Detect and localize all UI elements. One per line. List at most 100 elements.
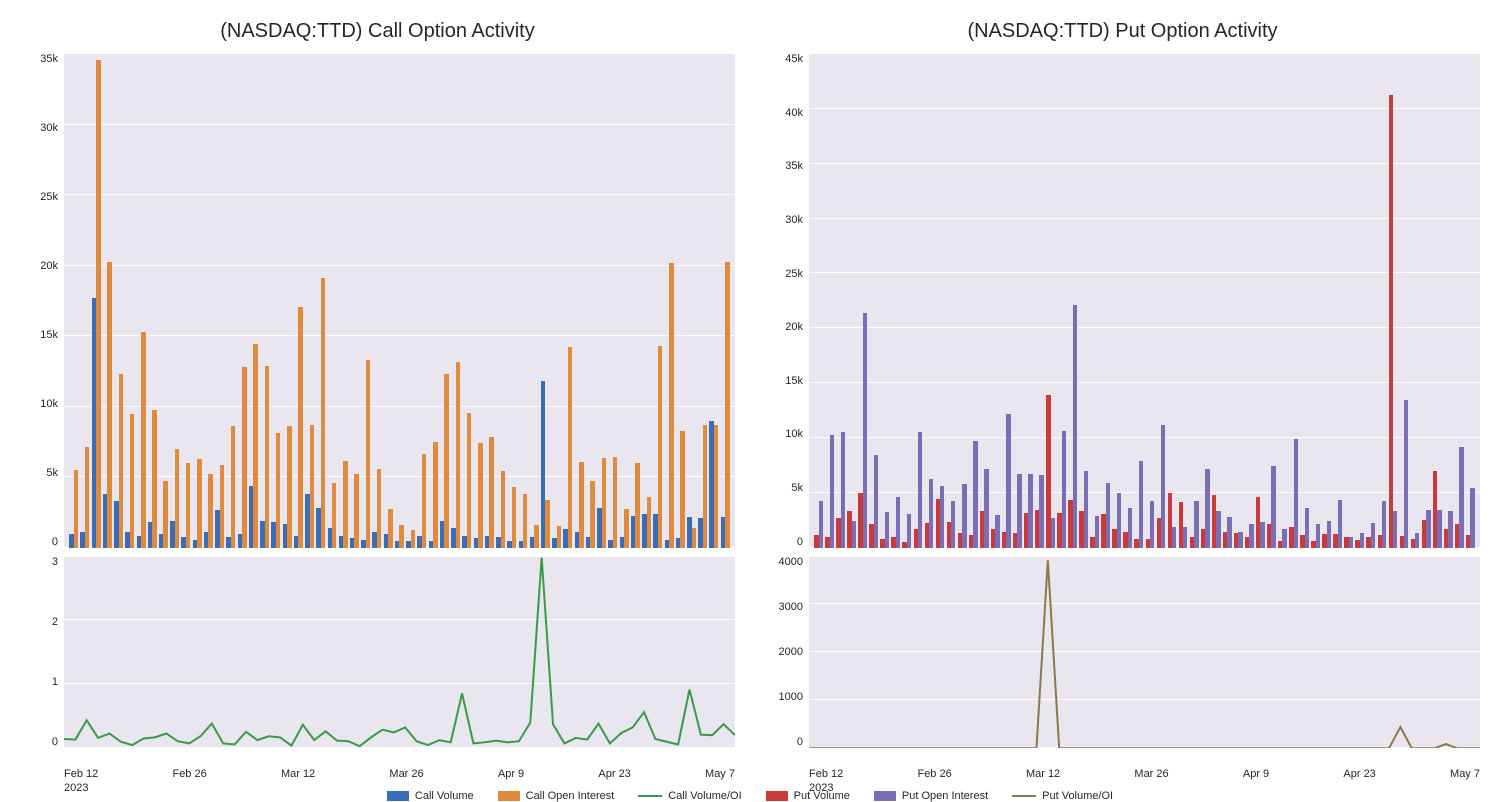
- bar-group: [394, 53, 405, 548]
- legend-swatch: [638, 795, 662, 797]
- bar-group: [315, 53, 326, 548]
- bar-group: [1376, 53, 1387, 548]
- oi-bar: [141, 332, 145, 547]
- bar-group: [596, 53, 607, 548]
- bar-group: [529, 53, 540, 548]
- bar-group: [484, 53, 495, 548]
- oi-bar: [647, 497, 651, 548]
- oi-bar: [1161, 425, 1165, 548]
- oi-bar: [175, 449, 179, 548]
- call-ratio-line: [64, 556, 735, 748]
- oi-bar: [298, 307, 302, 548]
- oi-bar: [995, 515, 999, 548]
- bar-group: [439, 53, 450, 548]
- bar-group: [1133, 53, 1144, 548]
- oi-bar: [669, 263, 673, 548]
- oi-bar: [714, 425, 718, 548]
- legend-item: Put Volume: [766, 790, 850, 802]
- oi-bar: [1470, 488, 1474, 548]
- volume-bar: [1389, 95, 1393, 548]
- oi-bar: [1415, 533, 1419, 548]
- bar-group: [450, 53, 461, 548]
- oi-bar: [1282, 529, 1286, 548]
- legend-item: Call Open Interest: [498, 790, 615, 802]
- x-tick: May 7: [705, 768, 735, 780]
- oi-bar: [242, 367, 246, 547]
- bar-group: [371, 53, 382, 548]
- put-panel: (NASDAQ:TTD) Put Option Activity 45k40k3…: [765, 20, 1480, 740]
- oi-bar: [579, 462, 583, 548]
- bar-group: [225, 53, 236, 548]
- y-tick: 20k: [767, 321, 807, 333]
- bar-group: [270, 53, 281, 548]
- y-tick: 1: [22, 676, 62, 688]
- oi-bar: [1393, 511, 1397, 548]
- bar-group: [912, 53, 923, 548]
- bar-group: [248, 53, 259, 548]
- oi-bar: [523, 494, 527, 547]
- bar-group: [1155, 53, 1166, 548]
- oi-bar: [287, 426, 291, 548]
- y-tick: 2000: [767, 646, 807, 658]
- oi-bar: [1017, 474, 1021, 548]
- bar-group: [1056, 53, 1067, 548]
- oi-bar: [658, 346, 662, 548]
- oi-bar: [501, 471, 505, 547]
- bar-group: [846, 53, 857, 548]
- bar-group: [946, 53, 957, 548]
- bar-group: [990, 53, 1001, 548]
- oi-bar: [1338, 500, 1342, 547]
- call-bar-chart: 35k30k25k20k15k10k5k0: [64, 53, 735, 556]
- x-tick: Feb 26: [917, 768, 951, 780]
- oi-bar: [885, 512, 889, 548]
- oi-bar: [692, 528, 696, 548]
- oi-bar: [96, 60, 100, 548]
- oi-bar: [130, 414, 134, 548]
- oi-bar: [377, 469, 381, 548]
- put-bars: [809, 53, 1480, 548]
- oi-bar: [1249, 524, 1253, 547]
- put-xaxis: Feb 12Feb 26Mar 12Mar 26Apr 9Apr 23May 7: [809, 768, 1480, 780]
- y-tick: 5k: [22, 467, 62, 479]
- bar-group: [1023, 53, 1034, 548]
- oi-bar: [1028, 474, 1032, 548]
- bar-group: [868, 53, 879, 548]
- oi-bar: [208, 474, 212, 548]
- bar-group: [1365, 53, 1376, 548]
- bar-group: [697, 53, 708, 548]
- oi-bar: [107, 262, 111, 548]
- put-line-yaxis: 40003000200010000: [767, 556, 807, 748]
- oi-bar: [1084, 471, 1088, 548]
- bar-group: [1122, 53, 1133, 548]
- call-bars: [64, 53, 735, 548]
- legend-swatch: [1012, 795, 1036, 797]
- bar-group: [405, 53, 416, 548]
- bar-group: [169, 53, 180, 548]
- charts-container: (NASDAQ:TTD) Call Option Activity 35k30k…: [20, 20, 1480, 740]
- bar-group: [1332, 53, 1343, 548]
- y-tick: 15k: [22, 329, 62, 341]
- bar-group: [1012, 53, 1023, 548]
- oi-bar: [1095, 516, 1099, 548]
- put-bar-chart: 45k40k35k30k25k20k15k10k5k0: [809, 53, 1480, 556]
- y-tick: 4000: [767, 556, 807, 568]
- y-tick: 35k: [767, 160, 807, 172]
- oi-bar: [929, 479, 933, 547]
- bar-group: [540, 53, 551, 548]
- bar-group: [1067, 53, 1078, 548]
- call-xaxis: Feb 12Feb 26Mar 12Mar 26Apr 9Apr 23May 7: [64, 768, 735, 780]
- bar-group: [857, 53, 868, 548]
- bar-group: [562, 53, 573, 548]
- oi-bar: [388, 509, 392, 548]
- oi-bar: [231, 426, 235, 548]
- oi-bar: [1150, 501, 1154, 547]
- bar-group: [293, 53, 304, 548]
- bar-group: [113, 53, 124, 548]
- oi-bar: [399, 525, 403, 548]
- bar-group: [935, 53, 946, 548]
- oi-bar: [74, 470, 78, 548]
- y-tick: 40k: [767, 107, 807, 119]
- bar-group: [551, 53, 562, 548]
- oi-bar: [1371, 523, 1375, 547]
- bar-group: [824, 53, 835, 548]
